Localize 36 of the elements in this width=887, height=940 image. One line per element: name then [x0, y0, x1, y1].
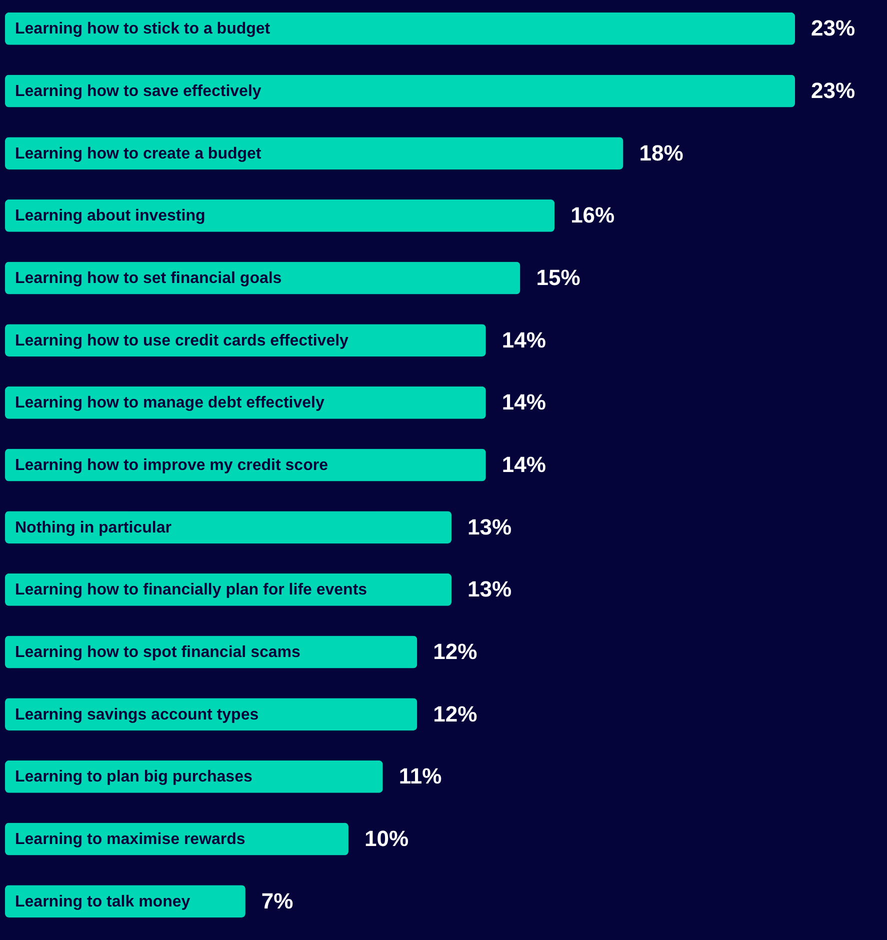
y-tick-label: Learning how to manage debt effectively: [15, 394, 324, 412]
bar: [5, 262, 520, 294]
y-tick-label: Learning how to spot financial scams: [15, 644, 300, 661]
y-tick-label: Nothing in particular: [15, 519, 172, 536]
y-tick-label: Learning to plan big purchases: [15, 768, 252, 786]
data-label: 16%: [570, 202, 615, 228]
bar: [5, 199, 555, 232]
bar: [5, 137, 624, 170]
y-tick-label: Learning how to set financial goals: [15, 270, 282, 288]
data-label: 15%: [536, 265, 580, 290]
y-tick-label: Learning how to save effectively: [15, 83, 262, 100]
y-tick-label: Learning savings account types: [15, 706, 259, 724]
data-label: 23%: [811, 16, 856, 41]
y-tick-label: Learning about investing: [15, 208, 206, 225]
data-label: 14%: [502, 327, 546, 352]
data-label: 12%: [433, 638, 478, 664]
y-tick-label: Learning how to create a budget: [15, 145, 262, 162]
bar: [5, 74, 795, 108]
data-label: 10%: [364, 826, 409, 851]
y-tick-label: Learning how to stick to a budget: [15, 20, 271, 38]
bar: [5, 12, 795, 45]
data-label: 13%: [468, 514, 512, 540]
bar: [5, 511, 452, 544]
y-tick-label: Learning to talk money: [15, 893, 190, 910]
data-label: 13%: [468, 576, 512, 602]
data-label: 7%: [261, 888, 294, 914]
data-label: 14%: [502, 390, 546, 415]
y-tick-label: Learning how to financially plan for life events: [15, 582, 368, 599]
data-label: 11%: [398, 764, 442, 789]
y-tick-label: Learning how to use credit cards effectively: [15, 332, 349, 350]
data-label: 12%: [433, 701, 478, 726]
y-tick-label: Learning how to improve my credit score: [15, 457, 328, 474]
y-tick-label: Learning to maximise rewards: [15, 830, 246, 848]
data-label: 23%: [811, 78, 856, 104]
data-label: 14%: [502, 452, 546, 477]
data-label: 18%: [639, 140, 684, 166]
